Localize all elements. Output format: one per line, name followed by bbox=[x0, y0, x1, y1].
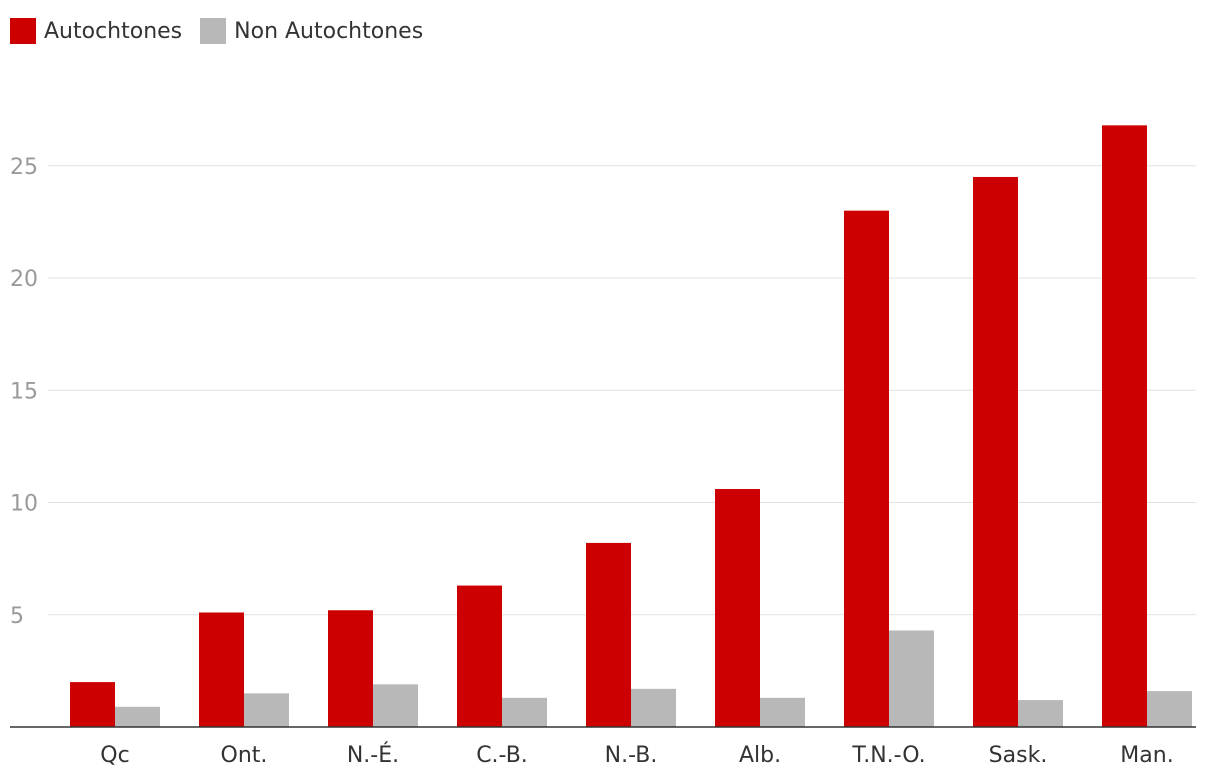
bar-non-autochtones-2 bbox=[373, 684, 418, 727]
x-tick-label-0: Qc bbox=[100, 743, 129, 768]
y-tick-label-10: 10 bbox=[10, 492, 38, 517]
bar-autochtones-4 bbox=[586, 542, 631, 727]
bar-non-autochtones-5 bbox=[760, 697, 805, 727]
x-tick-label-1: Ont. bbox=[221, 743, 268, 768]
bar-non-autochtones-1 bbox=[244, 693, 289, 727]
bar-autochtones-1 bbox=[199, 612, 244, 727]
bar-non-autochtones-6 bbox=[889, 630, 934, 727]
bar-autochtones-3 bbox=[457, 585, 502, 727]
bar-non-autochtones-0 bbox=[115, 706, 160, 727]
x-tick-label-5: Alb. bbox=[739, 743, 781, 768]
y-tick-label-5: 5 bbox=[10, 604, 24, 629]
bar-autochtones-8 bbox=[1102, 125, 1147, 728]
y-tick-label-15: 15 bbox=[10, 379, 38, 404]
x-tick-label-2: N.-É. bbox=[347, 742, 399, 768]
y-tick-label-25: 25 bbox=[10, 155, 38, 180]
legend-swatch-non-autochtones bbox=[200, 18, 227, 44]
bar-non-autochtones-7 bbox=[1018, 700, 1063, 727]
bar-non-autochtones-4 bbox=[631, 688, 676, 727]
bar-non-autochtones-3 bbox=[502, 697, 547, 727]
bar-autochtones-5 bbox=[715, 489, 760, 727]
x-tick-label-6: T.N.-O. bbox=[851, 743, 925, 768]
legend-item-non-autochtones: Non Autochtones bbox=[200, 18, 423, 44]
bar-non-autochtones-8 bbox=[1147, 691, 1192, 727]
x-tick-label-8: Man. bbox=[1120, 743, 1173, 768]
legend-item-autochtones: Autochtones bbox=[10, 18, 182, 44]
legend-label-non-autochtones: Non Autochtones bbox=[234, 18, 424, 44]
x-tick-label-3: C.-B. bbox=[476, 743, 528, 768]
legend-swatch-autochtones bbox=[10, 18, 36, 44]
bar-autochtones-7 bbox=[973, 176, 1018, 728]
bar-autochtones-2 bbox=[328, 610, 373, 727]
legend: Autochtones Non Autochtones bbox=[10, 18, 423, 44]
x-tick-label-4: N.-B. bbox=[605, 743, 658, 768]
legend-label-autochtones: Autochtones bbox=[44, 18, 183, 44]
x-tick-label-7: Sask. bbox=[989, 743, 1048, 768]
y-tick-label-20: 20 bbox=[10, 267, 38, 292]
bar-autochtones-6 bbox=[844, 210, 889, 727]
bar-autochtones-0 bbox=[70, 682, 115, 727]
